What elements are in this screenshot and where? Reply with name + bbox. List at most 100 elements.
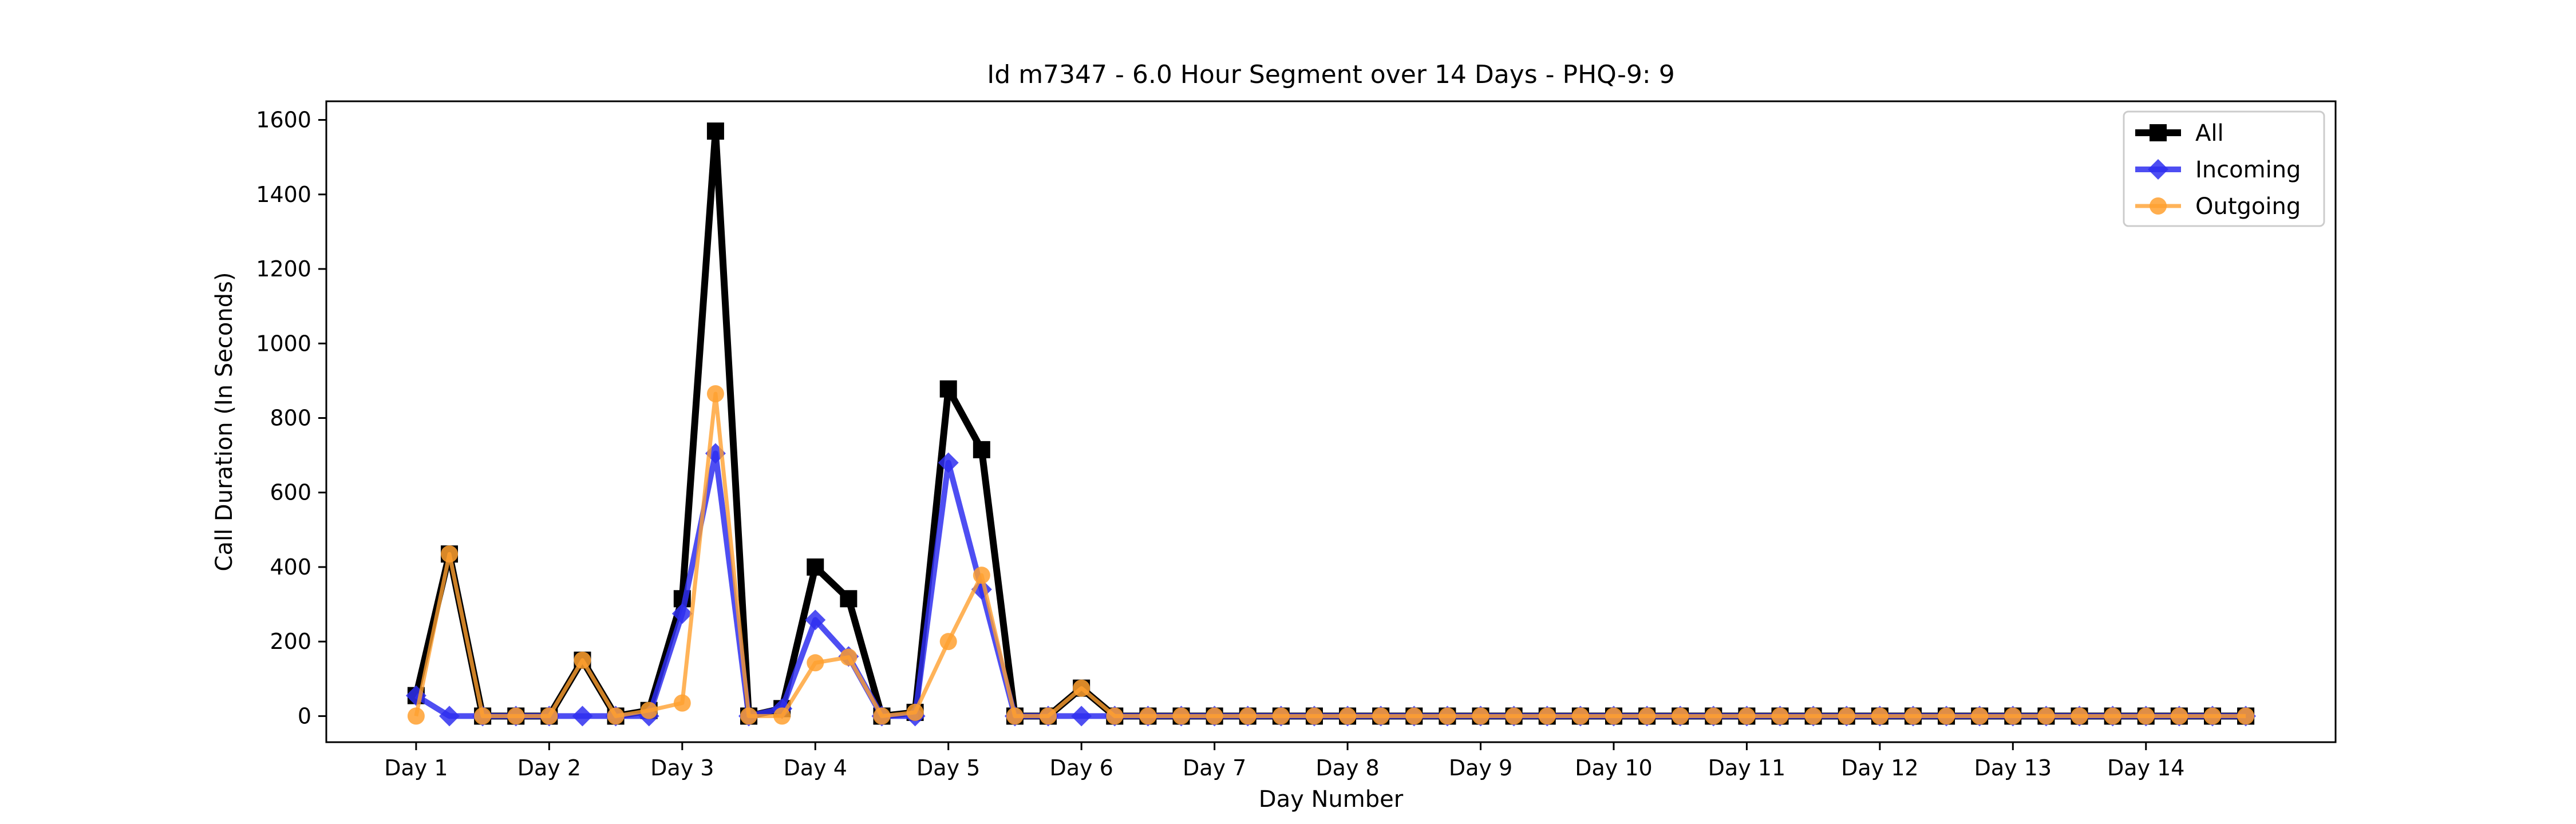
x-tick-label: Day 3 <box>650 755 714 781</box>
data-point-outgoing <box>840 648 858 666</box>
x-tick-label: Day 9 <box>1449 755 1512 781</box>
plot-area <box>325 100 2337 743</box>
series-layer <box>405 122 2257 727</box>
data-point-incoming <box>805 609 826 631</box>
data-point-outgoing <box>1172 707 1190 725</box>
x-tick-label: Day 11 <box>1708 755 1785 781</box>
x-tick-label: Day 14 <box>2107 755 2184 781</box>
data-point-outgoing <box>773 707 791 725</box>
chart-title: Id m7347 - 6.0 Hour Segment over 14 Days… <box>987 60 1674 89</box>
data-point-outgoing <box>1571 707 1589 725</box>
data-point-all <box>939 380 957 398</box>
data-point-outgoing <box>1871 707 1888 725</box>
y-axis: 0 200 400 600 800 1000 1200 1400 1600 <box>256 108 326 728</box>
y-tick-label: 1400 <box>256 182 311 207</box>
data-point-incoming <box>671 603 693 624</box>
y-axis-label: Call Duration (In Seconds) <box>211 272 238 572</box>
data-point-outgoing <box>1672 707 1689 725</box>
data-point-outgoing <box>1239 707 1257 725</box>
x-tick-label: Day 13 <box>1974 755 2052 781</box>
data-point-outgoing <box>1605 707 1622 725</box>
data-point-outgoing <box>873 707 891 725</box>
data-point-outgoing <box>2071 707 2088 725</box>
data-point-outgoing <box>807 654 824 672</box>
legend-label-outgoing: Outgoing <box>2195 193 2301 220</box>
y-tick-label: 800 <box>270 405 311 430</box>
legend-marker-all <box>2150 124 2167 141</box>
data-point-outgoing <box>740 707 758 725</box>
data-point-outgoing <box>1106 707 1124 725</box>
data-point-outgoing <box>1838 707 1855 725</box>
data-point-outgoing <box>1405 707 1423 725</box>
data-point-outgoing <box>1505 707 1523 725</box>
legend-marker-incoming <box>2148 159 2168 180</box>
x-tick-label: Day 1 <box>384 755 448 781</box>
data-point-outgoing <box>1971 707 1989 725</box>
data-point-outgoing <box>939 633 957 651</box>
data-point-outgoing <box>540 707 558 725</box>
y-tick-label: 200 <box>270 629 311 654</box>
data-point-outgoing <box>1705 707 1722 725</box>
data-point-outgoing <box>906 703 924 721</box>
data-point-outgoing <box>2004 707 2022 725</box>
data-point-outgoing <box>607 707 625 725</box>
x-tick-label: Day 7 <box>1183 755 1246 781</box>
x-axis: Day 1 Day 2 Day 3 Day 4 Day 5 Day 6 Day 7 Day 8… <box>384 742 2184 781</box>
data-point-outgoing <box>1339 707 1357 725</box>
data-point-outgoing <box>1272 707 1290 725</box>
data-point-outgoing <box>640 702 658 719</box>
data-point-outgoing <box>1771 707 1789 725</box>
data-point-outgoing <box>574 651 591 669</box>
data-point-outgoing <box>1006 707 1024 725</box>
data-point-outgoing <box>1538 707 1556 725</box>
data-point-outgoing <box>1040 707 1057 725</box>
y-tick-label: 1600 <box>256 108 311 133</box>
x-axis-label: Day Number <box>1259 786 1404 813</box>
legend: All Incoming Outgoing <box>2123 110 2325 227</box>
data-point-outgoing <box>1305 707 1323 725</box>
x-tick-label: Day 2 <box>517 755 581 781</box>
data-point-all <box>706 122 724 140</box>
x-tick-label: Day 12 <box>1841 755 1918 781</box>
data-point-outgoing <box>1738 707 1756 725</box>
data-point-outgoing <box>1206 707 1223 725</box>
data-point-incoming <box>938 452 959 473</box>
data-point-outgoing <box>407 707 425 725</box>
legend-label-incoming: Incoming <box>2195 157 2301 183</box>
data-point-outgoing <box>507 707 525 725</box>
legend-label-all: All <box>2195 120 2224 146</box>
data-point-outgoing <box>474 707 492 725</box>
data-point-outgoing <box>2137 707 2155 725</box>
data-point-outgoing <box>2203 707 2221 725</box>
x-tick-label: Day 10 <box>1575 755 1652 781</box>
series-outgoing <box>407 385 2255 725</box>
data-point-outgoing <box>1139 707 1157 725</box>
y-tick-label: 0 <box>298 703 311 728</box>
data-point-all <box>807 558 824 576</box>
x-tick-label: Day 4 <box>784 755 847 781</box>
x-tick-label: Day 5 <box>916 755 980 781</box>
y-tick-label: 400 <box>270 554 311 580</box>
data-point-outgoing <box>1904 707 1922 725</box>
series-all <box>407 122 2255 725</box>
legend-box <box>2123 110 2325 227</box>
data-point-outgoing <box>1439 707 1456 725</box>
data-point-outgoing <box>1638 707 1656 725</box>
y-tick-label: 1200 <box>256 256 311 282</box>
data-point-outgoing <box>1073 679 1091 697</box>
data-point-outgoing <box>706 385 724 403</box>
data-point-outgoing <box>1472 707 1490 725</box>
x-tick-label: Day 8 <box>1315 755 1379 781</box>
data-point-outgoing <box>1938 707 1955 725</box>
data-point-outgoing <box>2104 707 2121 725</box>
data-point-all <box>840 590 858 608</box>
data-point-outgoing <box>2037 707 2055 725</box>
x-tick-label: Day 6 <box>1050 755 1113 781</box>
data-point-outgoing <box>441 545 459 563</box>
data-point-outgoing <box>1372 707 1390 725</box>
y-tick-label: 600 <box>270 480 311 505</box>
data-point-outgoing <box>973 566 990 584</box>
legend-marker-outgoing <box>2150 197 2167 215</box>
data-point-all <box>973 441 990 458</box>
